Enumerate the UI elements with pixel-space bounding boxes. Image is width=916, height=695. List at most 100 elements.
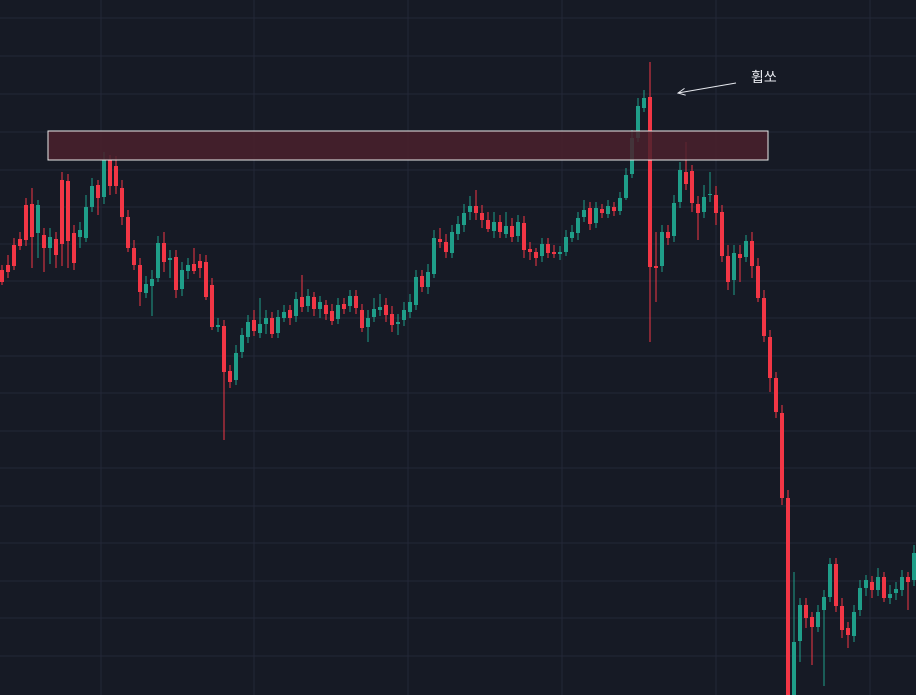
- candle: [120, 180, 124, 225]
- candle-body: [516, 222, 520, 236]
- candle-body: [618, 198, 622, 211]
- candle-body: [810, 617, 814, 627]
- candle: [198, 254, 202, 278]
- candle: [762, 290, 766, 342]
- candle: [600, 204, 604, 218]
- candle: [516, 215, 520, 242]
- candle-body: [582, 210, 586, 217]
- candle-body: [822, 597, 826, 610]
- candle-body: [492, 222, 496, 231]
- candle-body: [480, 213, 484, 220]
- candle-body: [636, 106, 640, 138]
- candle-body: [6, 265, 10, 272]
- candle: [840, 598, 844, 638]
- candle-body: [78, 230, 82, 237]
- candle-body: [552, 252, 556, 254]
- candle: [126, 210, 130, 252]
- candle-body: [384, 305, 388, 315]
- candle: [828, 558, 832, 602]
- candle-body: [138, 265, 142, 292]
- candle-body: [240, 335, 244, 352]
- candle-body: [318, 302, 322, 309]
- candle-body: [600, 209, 604, 213]
- candle-body: [444, 242, 448, 252]
- candle: [720, 205, 724, 262]
- candle-body: [180, 270, 184, 289]
- candle: [834, 558, 838, 612]
- candle-body: [300, 297, 304, 307]
- candle-body: [432, 238, 436, 274]
- candle-body: [132, 248, 136, 265]
- candle: [372, 298, 376, 322]
- candle-body: [840, 606, 844, 630]
- candle: [228, 365, 232, 388]
- candle: [612, 202, 616, 216]
- candle: [882, 572, 886, 602]
- candle-body: [216, 325, 220, 327]
- candle: [426, 264, 430, 294]
- candle-body: [468, 206, 472, 212]
- candle: [186, 258, 190, 279]
- candle-body: [756, 266, 760, 298]
- candle: [420, 270, 424, 292]
- resistance-zone[interactable]: [47, 130, 769, 161]
- candle-body: [378, 307, 382, 310]
- candle-body: [330, 311, 334, 321]
- candle-body: [12, 245, 16, 266]
- candle-body: [366, 318, 370, 327]
- candle-body: [156, 243, 160, 278]
- candle-body: [204, 262, 208, 297]
- candle-body: [54, 239, 58, 255]
- candle: [348, 290, 352, 312]
- candle-body: [402, 310, 406, 320]
- candle-body: [348, 296, 352, 306]
- candle: [144, 276, 148, 298]
- candle: [696, 196, 700, 240]
- candle: [138, 258, 142, 306]
- candle-body: [732, 253, 736, 280]
- candle-body: [420, 276, 424, 287]
- candle: [324, 300, 328, 320]
- candle: [810, 612, 814, 665]
- candle: [534, 248, 538, 266]
- candle: [744, 235, 748, 262]
- candle: [168, 250, 172, 278]
- candle: [342, 298, 346, 314]
- candle-body: [108, 160, 112, 186]
- candle: [252, 310, 256, 336]
- candle-body: [282, 312, 286, 318]
- candle-body: [522, 223, 526, 250]
- candle-body: [870, 582, 874, 590]
- candle-body: [726, 256, 730, 282]
- candle: [588, 202, 592, 230]
- candle-body: [612, 207, 616, 211]
- candle-body: [42, 235, 46, 248]
- candle-body: [678, 170, 682, 202]
- candle: [330, 304, 334, 325]
- candle: [558, 246, 562, 260]
- candle-body: [408, 302, 412, 312]
- candle-body: [66, 181, 70, 241]
- candle: [678, 162, 682, 208]
- candle-body: [576, 218, 580, 233]
- candle-body: [660, 232, 664, 266]
- candle: [846, 622, 850, 648]
- candle-body: [882, 577, 886, 598]
- candle: [360, 304, 364, 332]
- candle: [816, 605, 820, 632]
- candle-body: [606, 206, 610, 214]
- candle: [432, 230, 436, 278]
- candle-body: [804, 605, 808, 618]
- candle: [780, 405, 784, 505]
- candle-body: [888, 594, 892, 598]
- candle: [258, 298, 262, 338]
- candle: [912, 545, 916, 586]
- candle: [582, 200, 586, 222]
- candle: [906, 572, 910, 610]
- candle-body: [534, 252, 538, 258]
- candle-body: [768, 337, 772, 378]
- candle: [822, 590, 826, 686]
